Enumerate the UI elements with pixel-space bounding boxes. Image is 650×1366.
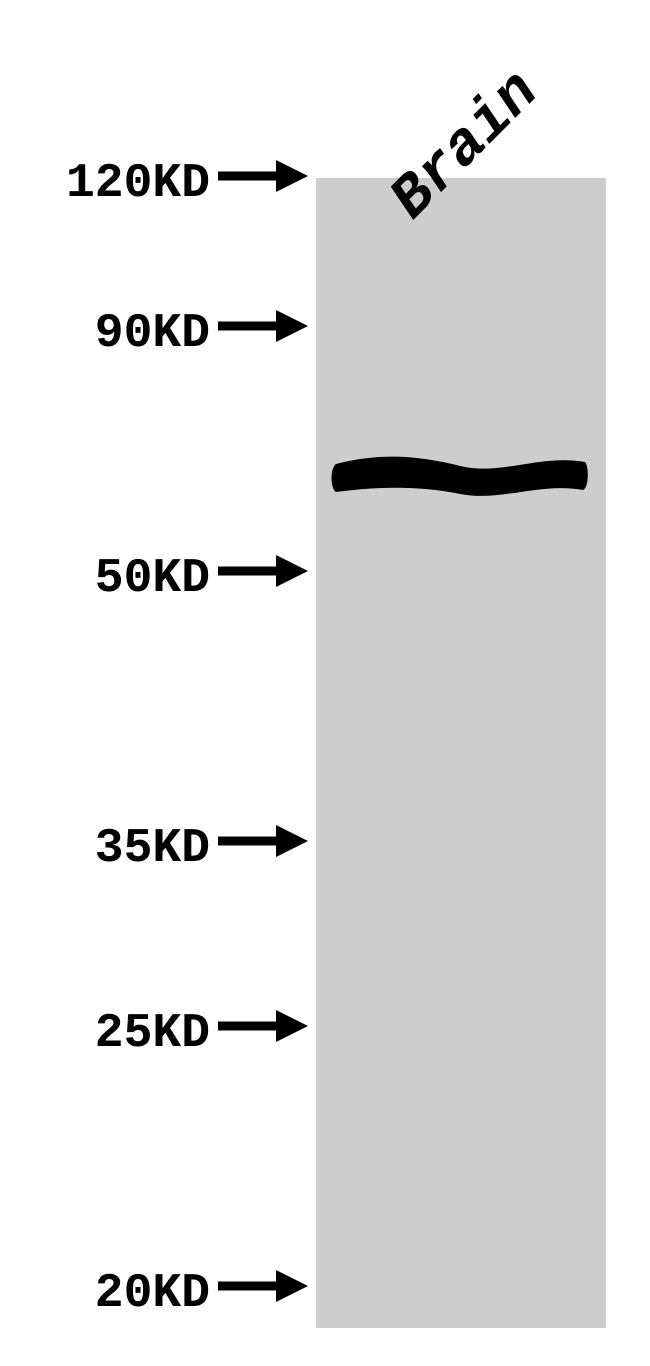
marker-row: 20KD: [20, 1266, 308, 1321]
blot-lane: [316, 178, 606, 1328]
marker-row: 120KD: [20, 156, 308, 211]
marker-label: 25KD: [20, 1007, 210, 1061]
marker-row: 90KD: [20, 306, 308, 361]
marker-label: 50KD: [20, 552, 210, 606]
arrow-right-icon: [218, 1266, 308, 1321]
marker-label: 120KD: [20, 157, 210, 211]
arrow-right-icon: [218, 1006, 308, 1061]
marker-row: 25KD: [20, 1006, 308, 1061]
arrow-right-icon: [218, 551, 308, 606]
marker-label: 90KD: [20, 307, 210, 361]
arrow-right-icon: [218, 821, 308, 876]
marker-row: 50KD: [20, 551, 308, 606]
marker-label: 20KD: [20, 1267, 210, 1321]
marker-row: 35KD: [20, 821, 308, 876]
protein-band: [328, 446, 593, 504]
arrow-right-icon: [218, 306, 308, 361]
blot-figure: Brain 120KD90KD50KD35KD25KD20KD: [0, 0, 650, 1366]
arrow-right-icon: [218, 156, 308, 211]
marker-label: 35KD: [20, 822, 210, 876]
